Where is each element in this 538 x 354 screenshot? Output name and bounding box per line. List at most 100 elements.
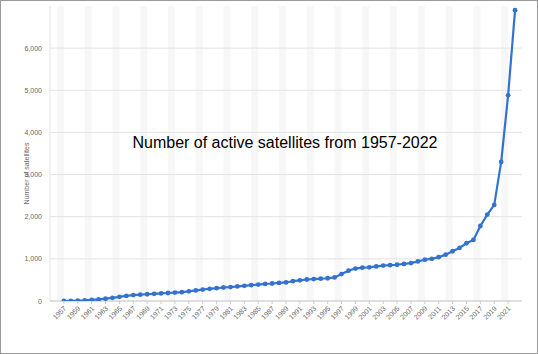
marker <box>145 292 150 297</box>
grid-line <box>50 174 522 175</box>
marker <box>388 263 393 268</box>
marker <box>506 93 511 98</box>
x-tick-label: 1961 <box>79 305 95 321</box>
x-tick-label: 1977 <box>190 305 206 321</box>
y-tick-label: 1,000 <box>24 255 42 262</box>
y-axis-line <box>50 6 51 301</box>
x-tick-label: 1973 <box>163 305 179 321</box>
x-tick-label: 1979 <box>204 305 220 321</box>
background-band <box>362 6 369 301</box>
title: Number of active satellites from 1957-20… <box>132 134 437 151</box>
y-tick-label: 5,000 <box>24 87 42 94</box>
x-tick-label: 2009 <box>413 305 429 321</box>
marker <box>450 249 455 254</box>
marker <box>464 241 469 246</box>
marker <box>61 299 66 301</box>
marker <box>332 275 337 280</box>
marker <box>471 237 476 242</box>
x-tick-label: 2021 <box>496 305 512 321</box>
marker <box>277 280 282 285</box>
marker <box>263 282 268 287</box>
x-tick-label: 1985 <box>246 305 262 321</box>
marker <box>235 284 240 289</box>
x-tick-label: 1983 <box>232 305 248 321</box>
marker <box>131 293 136 298</box>
x-tick-label: 1965 <box>107 305 123 321</box>
marker <box>82 298 87 301</box>
background-bands <box>57 6 508 301</box>
marker <box>75 298 80 301</box>
marker <box>256 282 261 287</box>
x-tick-label: 1997 <box>329 305 345 321</box>
marker <box>124 294 129 299</box>
marker <box>291 279 296 284</box>
marker <box>381 263 386 268</box>
x-tick-label: 1981 <box>218 305 234 321</box>
marker <box>221 285 226 290</box>
x-tick-label: 1995 <box>315 305 331 321</box>
x-tick-label: 2019 <box>482 305 498 321</box>
x-tick-label: 1991 <box>288 305 304 321</box>
marker <box>152 291 157 296</box>
x-tick-label: 2013 <box>440 305 456 321</box>
grid-line <box>50 48 522 49</box>
grid-line <box>50 216 522 217</box>
marker <box>457 246 462 251</box>
marker <box>207 286 212 291</box>
marker <box>110 295 115 300</box>
y-tick-label: 6,000 <box>24 45 42 52</box>
marker <box>395 262 400 267</box>
x-tick-label: 1963 <box>93 305 109 321</box>
x-tick-label: 1971 <box>149 305 165 321</box>
marker <box>96 297 101 301</box>
marker <box>311 277 316 282</box>
background-band <box>390 6 397 301</box>
marker <box>270 281 275 286</box>
background-band <box>335 6 342 301</box>
y-axis-label: Number of satellites <box>23 142 30 204</box>
marker <box>499 160 504 165</box>
marker <box>513 8 518 13</box>
x-tick-label: 1999 <box>343 305 359 321</box>
x-tick-label: 2005 <box>385 305 401 321</box>
marker <box>214 286 219 291</box>
marker <box>159 291 164 296</box>
marker <box>117 294 122 299</box>
marker <box>89 298 94 301</box>
marker <box>249 283 254 288</box>
x-tick-label: 1969 <box>135 305 151 321</box>
x-tick-label: 2011 <box>427 305 443 321</box>
x-tick-label: 1989 <box>274 305 290 321</box>
marker <box>200 287 205 292</box>
marker <box>68 298 73 301</box>
marker <box>242 283 247 288</box>
background-band <box>418 6 425 301</box>
background-band <box>168 6 175 301</box>
background-band <box>279 6 286 301</box>
marker <box>284 280 289 285</box>
marker <box>429 256 434 261</box>
marker <box>325 276 330 281</box>
background-band <box>85 6 92 301</box>
y-grid <box>50 48 522 301</box>
marker <box>138 292 143 297</box>
background-band <box>57 6 64 301</box>
x-axis-line <box>50 301 522 302</box>
background-band <box>112 6 119 301</box>
x-tick-label: 1987 <box>260 305 276 321</box>
marker <box>339 272 344 277</box>
x-tick-label: 1959 <box>66 305 82 321</box>
marker <box>353 266 358 271</box>
y-tick-label: 4,000 <box>24 129 42 136</box>
background-band <box>224 6 231 301</box>
x-tick-label: 2017 <box>468 305 484 321</box>
marker <box>422 257 427 262</box>
x-tick-label: 2015 <box>454 305 470 321</box>
marker <box>492 203 497 208</box>
marker <box>173 290 178 295</box>
chart: 01,0002,0003,0004,0005,0006,000195719591… <box>0 0 538 354</box>
marker <box>166 291 171 296</box>
x-tick-label: 1957 <box>52 305 68 321</box>
background-band <box>196 6 203 301</box>
marker <box>179 290 184 295</box>
